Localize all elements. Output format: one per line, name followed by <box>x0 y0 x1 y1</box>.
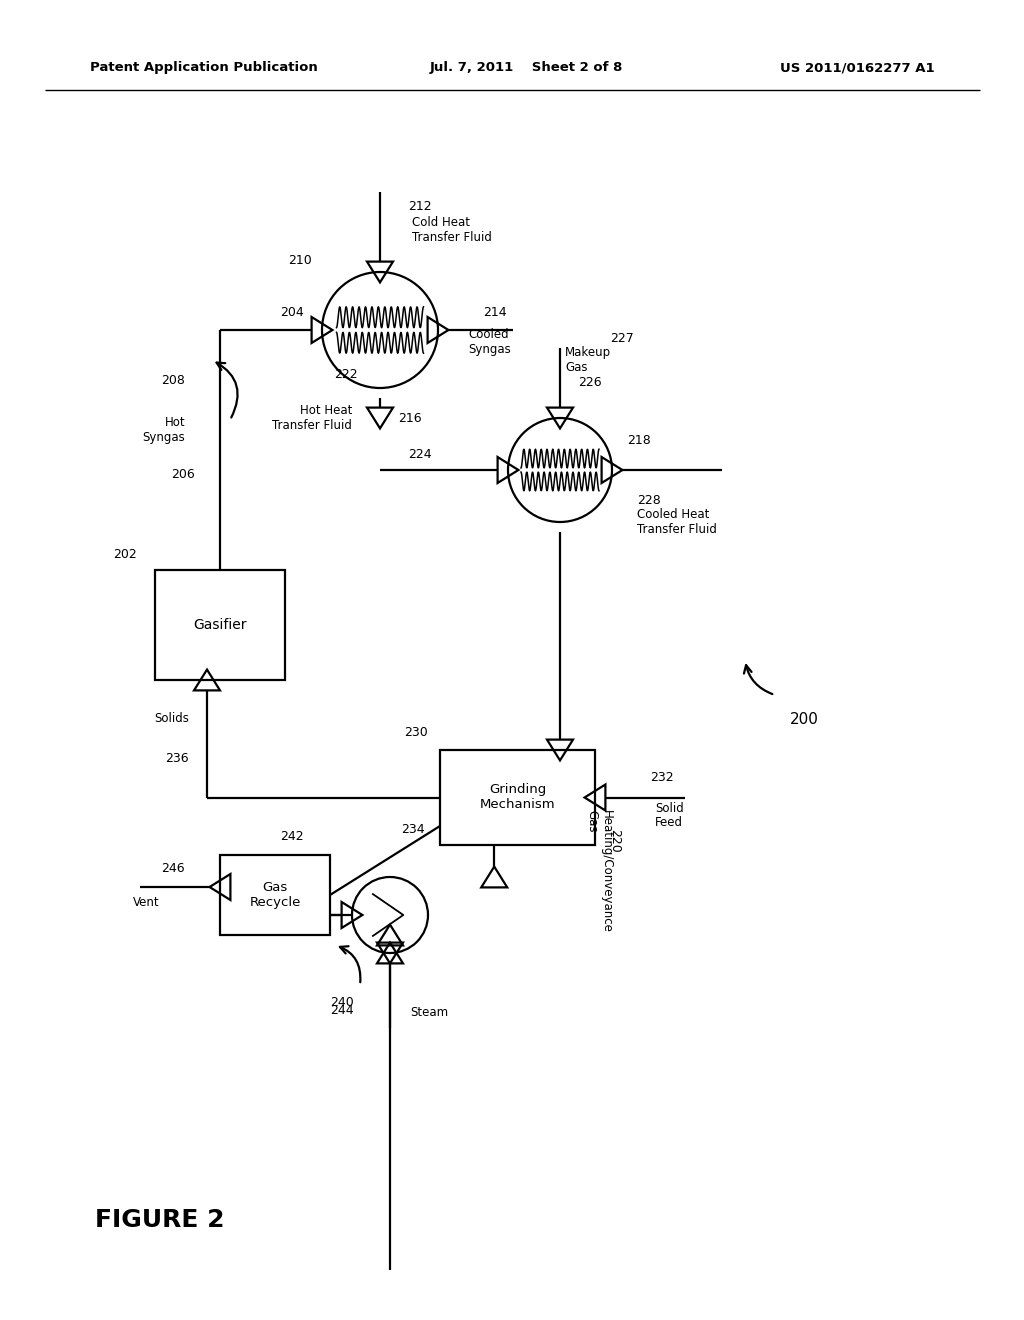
Text: 218: 218 <box>627 433 650 446</box>
Text: US 2011/0162277 A1: US 2011/0162277 A1 <box>780 62 935 74</box>
Text: Steam: Steam <box>410 1006 449 1019</box>
Text: FIGURE 2: FIGURE 2 <box>95 1208 224 1232</box>
Text: Gas
Recycle: Gas Recycle <box>249 880 301 909</box>
Text: Makeup
Gas: Makeup Gas <box>565 346 611 374</box>
Text: Solids: Solids <box>155 713 189 725</box>
Text: 234: 234 <box>401 822 425 836</box>
Text: 242: 242 <box>280 830 304 843</box>
Text: Solid
Feed: Solid Feed <box>655 801 684 829</box>
Text: Gasifier: Gasifier <box>194 618 247 632</box>
Text: 216: 216 <box>398 412 422 425</box>
Text: Vent: Vent <box>133 895 160 908</box>
Text: 236: 236 <box>165 752 189 766</box>
Text: 208: 208 <box>161 374 185 387</box>
Text: 200: 200 <box>790 713 819 727</box>
Text: 222: 222 <box>335 368 358 381</box>
Bar <box>440 750 595 845</box>
Text: 240: 240 <box>330 997 353 1010</box>
Text: 204: 204 <box>281 305 304 318</box>
FancyArrowPatch shape <box>743 665 772 694</box>
Bar <box>155 570 285 680</box>
Text: Hot
Syngas: Hot Syngas <box>142 416 185 444</box>
Circle shape <box>322 272 438 388</box>
Text: 226: 226 <box>578 376 602 389</box>
Circle shape <box>508 418 612 521</box>
Text: Patent Application Publication: Patent Application Publication <box>90 62 317 74</box>
Text: 210: 210 <box>288 253 312 267</box>
Text: 212: 212 <box>408 201 432 214</box>
Circle shape <box>352 876 428 953</box>
Text: 246: 246 <box>162 862 185 875</box>
Text: Grinding
Mechanism: Grinding Mechanism <box>479 784 555 812</box>
Text: 202: 202 <box>114 549 137 561</box>
Text: Cooled
Syngas: Cooled Syngas <box>468 327 511 356</box>
Text: 227: 227 <box>610 331 634 345</box>
Text: 220: 220 <box>608 829 622 853</box>
Text: 224: 224 <box>408 449 432 462</box>
Text: 230: 230 <box>404 726 428 738</box>
FancyArrowPatch shape <box>340 946 360 982</box>
FancyArrowPatch shape <box>216 363 238 417</box>
Text: 232: 232 <box>650 771 674 784</box>
Text: Cold Heat
Transfer Fluid: Cold Heat Transfer Fluid <box>412 216 492 244</box>
Text: 214: 214 <box>483 305 507 318</box>
Text: 206: 206 <box>171 469 195 482</box>
Text: Hot Heat
Transfer Fluid: Hot Heat Transfer Fluid <box>272 404 352 432</box>
Text: Jul. 7, 2011    Sheet 2 of 8: Jul. 7, 2011 Sheet 2 of 8 <box>430 62 624 74</box>
Text: 228: 228 <box>637 494 660 507</box>
Bar <box>220 855 330 935</box>
Text: Heating/Conveyance
Gas: Heating/Conveyance Gas <box>585 809 613 932</box>
Text: 244: 244 <box>330 1003 353 1016</box>
Text: Cooled Heat
Transfer Fluid: Cooled Heat Transfer Fluid <box>637 508 717 536</box>
